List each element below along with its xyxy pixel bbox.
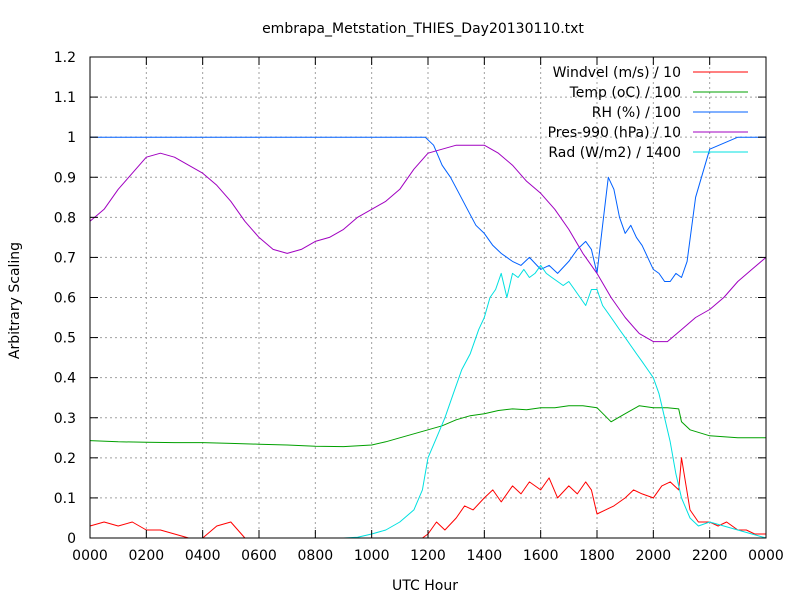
x-tick-label: 0000 (72, 548, 108, 564)
tick-layer: 0 0.1 0.2 0.3 0.4 0.5 0.6 0.7 0.8 0.9 1 1.1 1.2 0000 0… (54, 50, 784, 564)
chart-title: embrapa_Metstation_THIES_Day20130110.txt (262, 21, 584, 37)
y-axis-label: Arbitrary Scaling (7, 242, 23, 359)
x-tick-label: 1800 (579, 548, 615, 564)
x-tick-label: 0600 (241, 548, 277, 564)
y-tick-label: 0.3 (54, 411, 76, 427)
legend-label-0: Windvel (m/s) / 10 (553, 65, 681, 81)
y-tick-label: 0.2 (54, 451, 76, 467)
y-tick-label: 1 (67, 130, 76, 146)
series-line-3 (89, 144, 767, 343)
y-tick-label: 0.4 (54, 371, 76, 387)
y-tick-label: 0.8 (54, 210, 76, 226)
legend-label-4: Rad (W/m2) / 1400 (548, 145, 681, 161)
x-tick-label: 0200 (129, 548, 165, 564)
y-tick-label: 0.7 (54, 250, 76, 266)
x-tick-label: 1600 (523, 548, 559, 564)
x-tick-label: 1200 (410, 548, 446, 564)
y-tick-label: 0.1 (54, 491, 76, 507)
x-tick-label: 0400 (185, 548, 221, 564)
y-tick-label: 0.5 (54, 331, 76, 347)
y-tick-label: 1.2 (54, 50, 76, 66)
y-tick-label: 0 (67, 531, 76, 547)
legend-label-1: Temp (oC) / 100 (569, 85, 681, 101)
x-tick-label: 2000 (636, 548, 672, 564)
series-line-1 (89, 405, 766, 448)
series-line-4 (90, 264, 767, 539)
x-tick-label: 1000 (354, 548, 390, 564)
y-tick-label: 0.6 (54, 291, 76, 307)
x-tick-label: 2200 (692, 548, 728, 564)
x-tick-label: 0000 (748, 548, 784, 564)
x-tick-label: 0800 (298, 548, 334, 564)
x-axis-label: UTC Hour (392, 578, 458, 594)
legend-label-2: RH (%) / 100 (592, 105, 681, 121)
legend: Windvel (m/s) / 10 Temp (oC) / 100 RH (%) … (548, 65, 748, 161)
y-tick-label: 0.9 (54, 170, 76, 186)
y-tick-label: 1.1 (54, 90, 76, 106)
series-line-2 (90, 136, 766, 282)
legend-label-3: Pres-990 (hPa) / 10 (548, 125, 681, 141)
series-line-0 (89, 457, 766, 539)
series-layer (89, 136, 767, 539)
x-tick-label: 1400 (467, 548, 503, 564)
